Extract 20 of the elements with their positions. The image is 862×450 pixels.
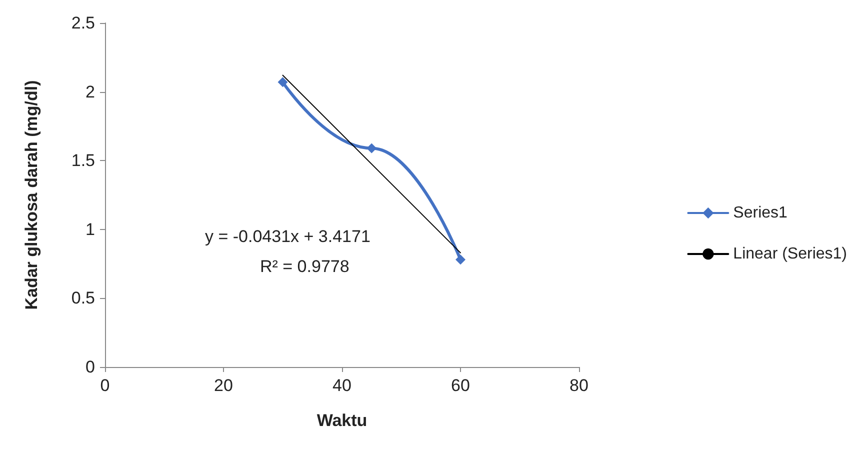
y-tick-label: 2: [86, 82, 95, 102]
point: [278, 77, 288, 88]
x-tick-label: 0: [100, 376, 110, 395]
annotation: y = -0.0431x + 3.4171: [205, 227, 370, 246]
x-axis-title: Waktu: [316, 411, 368, 430]
annotation: R² = 0.9778: [260, 257, 350, 276]
y-tick-label: 1.5: [71, 151, 95, 170]
y-tick-label: 2.5: [71, 14, 95, 32]
y-axis-title: Kadar glukosa darah (mg/dl): [22, 80, 41, 310]
x-tick-label: 40: [332, 376, 352, 395]
point: [366, 143, 377, 154]
legend-label: Linear (Series1): [733, 246, 847, 262]
x-tick-label: 20: [214, 376, 233, 395]
x-tick-label: 60: [451, 376, 470, 395]
y-tick-label: 1: [86, 220, 95, 239]
point: [456, 254, 466, 265]
legend-label: Series1: [733, 204, 788, 222]
y-tick-label: 0.5: [71, 288, 95, 308]
x-tick-label: 80: [570, 376, 588, 395]
y-tick-label: 0: [86, 358, 95, 376]
